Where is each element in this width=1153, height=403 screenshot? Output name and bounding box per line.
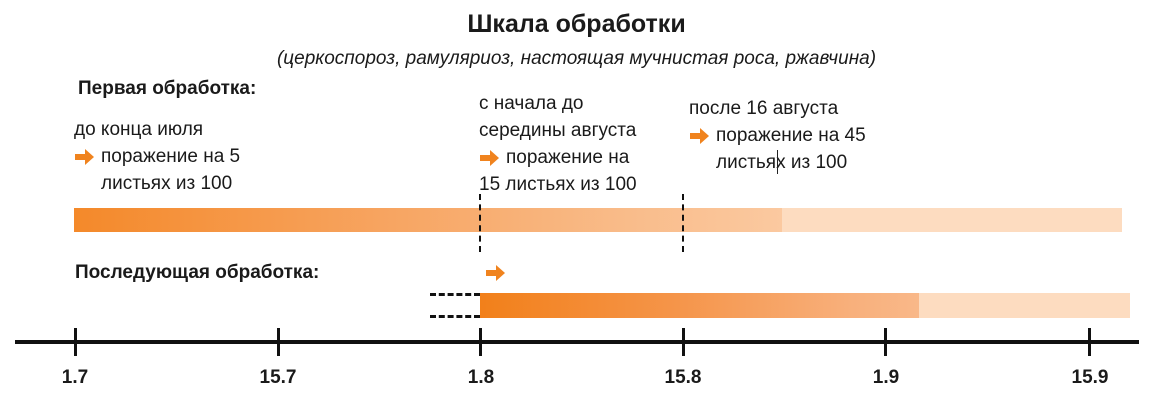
period-2-damage-row: поражение на [479, 144, 637, 171]
arrow-right-icon [75, 149, 94, 165]
period-1-damage-line2: листьях из 100 [101, 173, 233, 194]
axis-tick [74, 328, 77, 356]
time-axis [15, 340, 1139, 344]
diagram-subtitle: (церкоспороз, рамуляриоз, настоящая мучн… [276, 48, 877, 69]
arrow-right-icon [690, 128, 709, 144]
subsequent-treatment-bar-light [919, 293, 1130, 318]
period-3-damage-line2: листьях из 100 [716, 152, 848, 173]
period-block-1: до конца июля поражение на 5 листьях из … [74, 116, 240, 197]
first-treatment-bar-light [782, 208, 1122, 232]
axis-tick-label: 15.9 [1071, 367, 1109, 388]
period-2-damage-line2: 15 листьях из 100 [479, 174, 637, 195]
period-3-damage-line1: поражение на 45 [716, 125, 866, 146]
period-block-3: после 16 августа поражение на 45 листьях… [689, 95, 866, 176]
axis-tick-label: 15.8 [664, 367, 702, 388]
subsequent-dash-bottom [430, 315, 480, 318]
axis-tick [277, 328, 280, 356]
axis-tick-label: 1.9 [872, 367, 900, 388]
axis-tick-label: 1.7 [61, 367, 89, 388]
subsequent-dash-top [430, 293, 480, 296]
first-treatment-heading: Первая обработка: [78, 78, 257, 99]
period-2-when-line1: с начала до [479, 93, 584, 114]
axis-tick [682, 328, 685, 356]
axis-tick [1088, 328, 1091, 356]
subsequent-treatment-bar [480, 293, 919, 318]
divider-line-2 [682, 194, 684, 252]
period-block-2: с начала до середины августа поражение н… [479, 90, 637, 198]
period-1-when: до конца июля [74, 119, 204, 140]
axis-tick [884, 328, 887, 356]
period-1-damage-row: поражение на 5 [74, 143, 240, 170]
period-2-damage-line1: поражение на [506, 147, 630, 168]
diagram-title: Шкала обработки [467, 10, 686, 38]
period-1-damage-line1: поражение на 5 [101, 146, 241, 167]
period-3-damage-row: поражение на 45 [689, 122, 866, 149]
subsequent-treatment-heading: Последующая обработка: [75, 262, 320, 283]
axis-tick-label: 15.7 [259, 367, 297, 388]
arrow-right-icon [480, 150, 499, 166]
axis-tick [479, 328, 482, 356]
period-3-when: после 16 августа [689, 98, 839, 119]
first-treatment-bar [74, 208, 782, 232]
axis-tick-label: 1.8 [467, 367, 495, 388]
period-2-when-line2: середины августа [479, 120, 637, 141]
divider-line-1 [479, 194, 481, 252]
text-cursor-mark [777, 150, 778, 174]
arrow-right-icon [486, 265, 505, 281]
